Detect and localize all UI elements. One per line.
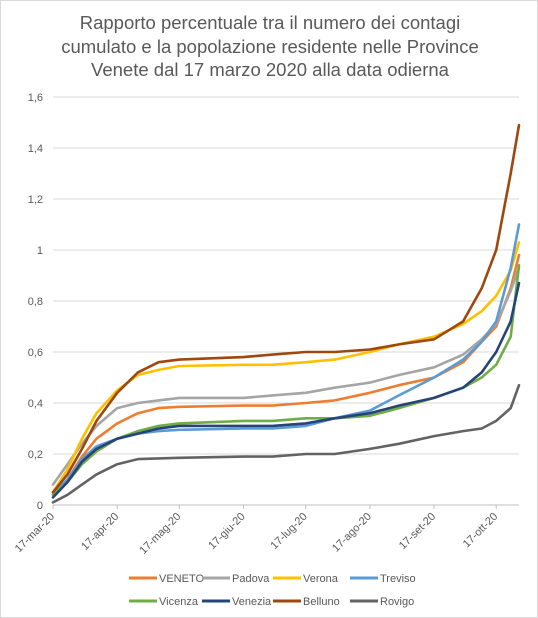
series-line-padova (51, 266, 521, 486)
series-line-rovigo (51, 383, 521, 504)
x-tick-label: 17-giu-20 (206, 511, 247, 552)
legend-label-veneto: VENETO (159, 573, 204, 585)
chart-title-line-1: Rapporto percentuale tra il numero dei c… (79, 12, 461, 33)
series-line-vicenza (51, 263, 521, 497)
chart-title-line-2: cumulato e la popolazione residente nell… (61, 35, 479, 57)
x-tick-label: 17-ott-20 (461, 511, 501, 551)
y-tick-label: 1 (37, 245, 43, 257)
x-tick-label: 17-set-20 (397, 511, 438, 552)
series-line-veneto (51, 253, 521, 497)
chart-title-line-3: Venete dal 17 marzo 2020 alla data odier… (91, 59, 449, 80)
y-tick-label: 0 (37, 500, 43, 512)
legend-label-belluno: Belluno (303, 596, 340, 608)
legend-label-verona: Verona (303, 573, 339, 585)
legend-label-treviso: Treviso (380, 573, 416, 585)
y-tick-label: 1,2 (28, 194, 43, 206)
x-tick-label: 17-apr-20 (79, 511, 121, 553)
legend-label-vicenza: Vicenza (159, 596, 199, 608)
y-tick-label: 1,6 (28, 92, 43, 104)
chart-title: Rapporto percentuale tra il numero dei c… (1, 11, 538, 82)
legend-label-venezia: Venezia (232, 596, 272, 608)
x-tick-label: 17-ago-20 (330, 511, 374, 555)
series-line-belluno (51, 123, 521, 494)
y-tick-label: 0,8 (28, 296, 43, 308)
y-tick-label: 0,6 (28, 347, 43, 359)
y-tick-label: 0,2 (28, 449, 43, 461)
x-tick-label: 17-mag-20 (137, 511, 183, 557)
legend-label-rovigo: Rovigo (380, 596, 414, 608)
series-line-venezia (51, 281, 521, 499)
y-tick-label: 1,4 (28, 143, 43, 155)
y-tick-label: 0,4 (28, 398, 43, 410)
series-line-treviso (51, 223, 521, 497)
series-line-verona (51, 241, 521, 494)
legend-label-padova: Padova (232, 573, 270, 585)
x-tick-label: 17-mar-20 (13, 511, 57, 555)
x-tick-label: 17-lug-20 (268, 511, 309, 552)
